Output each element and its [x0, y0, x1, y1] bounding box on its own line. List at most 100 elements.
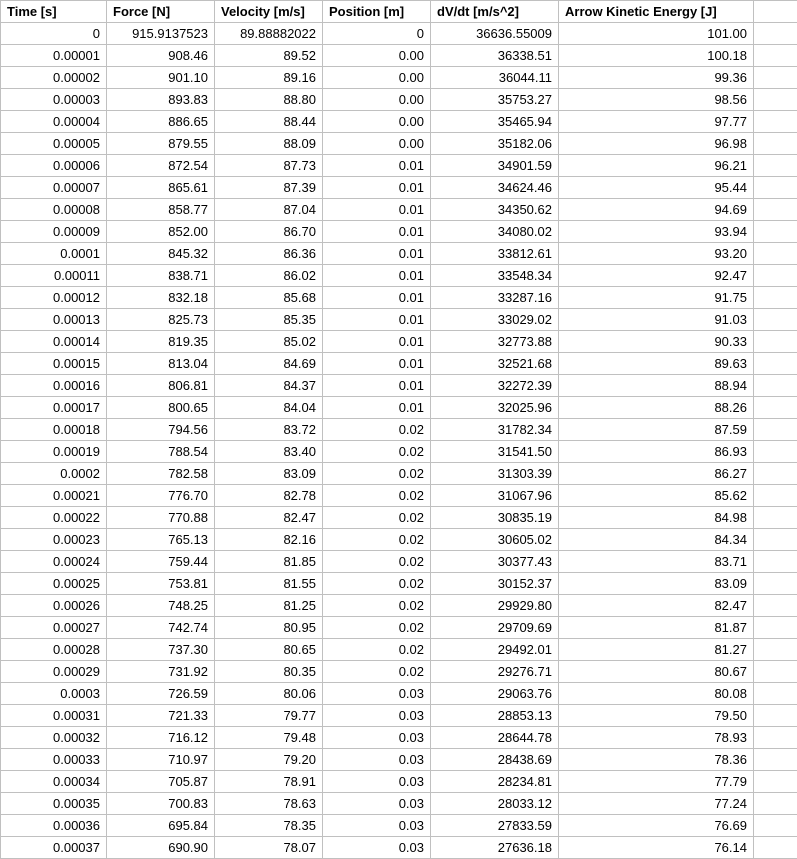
table-row: 0.00005879.5588.090.0035182.0696.98	[1, 133, 797, 155]
table-cell: 96.21	[559, 155, 754, 177]
table-cell: 83.72	[215, 419, 323, 441]
table-cell: 0.02	[323, 551, 431, 573]
table-cell: 0.00037	[1, 837, 107, 859]
table-cell: 78.91	[215, 771, 323, 793]
table-cell: 27833.59	[431, 815, 559, 837]
table-cell: 759.44	[107, 551, 215, 573]
table-cell: 0.02	[323, 529, 431, 551]
table-cell: 88.94	[559, 375, 754, 397]
table-cell-empty	[754, 617, 797, 639]
table-cell: 98.56	[559, 89, 754, 111]
table-cell: 0.01	[323, 243, 431, 265]
table-cell-empty	[754, 67, 797, 89]
table-cell-empty	[754, 23, 797, 45]
table-cell: 0.03	[323, 683, 431, 705]
table-cell: 87.73	[215, 155, 323, 177]
table-cell-empty	[754, 529, 797, 551]
table-cell: 81.27	[559, 639, 754, 661]
table-cell: 29929.80	[431, 595, 559, 617]
table-cell-empty	[754, 573, 797, 595]
table-cell: 85.35	[215, 309, 323, 331]
table-cell: 0.00024	[1, 551, 107, 573]
table-cell-empty	[754, 485, 797, 507]
table-cell: 79.48	[215, 727, 323, 749]
table-row: 0.00022770.8882.470.0230835.1984.98	[1, 507, 797, 529]
table-cell: 845.32	[107, 243, 215, 265]
table-cell: 765.13	[107, 529, 215, 551]
table-cell: 0.00	[323, 89, 431, 111]
table-cell: 30152.37	[431, 573, 559, 595]
col-header-velocity: Velocity [m/s]	[215, 1, 323, 23]
table-cell: 29063.76	[431, 683, 559, 705]
table-cell: 29709.69	[431, 617, 559, 639]
table-cell-empty	[754, 727, 797, 749]
table-row: 0.00021776.7082.780.0231067.9685.62	[1, 485, 797, 507]
table-cell: 32773.88	[431, 331, 559, 353]
table-cell: 86.36	[215, 243, 323, 265]
table-row: 0.00017800.6584.040.0132025.9688.26	[1, 397, 797, 419]
table-cell: 86.27	[559, 463, 754, 485]
table-cell: 36636.55009	[431, 23, 559, 45]
table-cell: 0.00011	[1, 265, 107, 287]
table-cell-empty	[754, 441, 797, 463]
table-cell: 76.69	[559, 815, 754, 837]
table-cell: 0.00033	[1, 749, 107, 771]
table-cell-empty	[754, 793, 797, 815]
table-cell-empty	[754, 89, 797, 111]
table-cell: 88.26	[559, 397, 754, 419]
table-cell: 813.04	[107, 353, 215, 375]
table-cell: 0.01	[323, 221, 431, 243]
table-cell: 76.14	[559, 837, 754, 859]
table-cell: 89.52	[215, 45, 323, 67]
table-cell-empty	[754, 287, 797, 309]
table-cell-empty	[754, 661, 797, 683]
table-cell: 82.16	[215, 529, 323, 551]
table-cell: 858.77	[107, 199, 215, 221]
table-cell: 84.37	[215, 375, 323, 397]
table-cell: 0.00006	[1, 155, 107, 177]
table-cell: 0.03	[323, 771, 431, 793]
table-cell: 29492.01	[431, 639, 559, 661]
table-row: 0.00036695.8478.350.0327833.5976.69	[1, 815, 797, 837]
table-cell: 0.01	[323, 309, 431, 331]
table-cell: 0.00	[323, 45, 431, 67]
table-cell: 28234.81	[431, 771, 559, 793]
table-cell: 908.46	[107, 45, 215, 67]
table-cell: 0.00028	[1, 639, 107, 661]
table-cell: 0.00035	[1, 793, 107, 815]
table-cell: 782.58	[107, 463, 215, 485]
table-cell: 794.56	[107, 419, 215, 441]
table-row: 0.00015813.0484.690.0132521.6889.63	[1, 353, 797, 375]
table-cell: 0.00013	[1, 309, 107, 331]
table-cell: 0.00016	[1, 375, 107, 397]
table-cell: 879.55	[107, 133, 215, 155]
table-cell: 0.00036	[1, 815, 107, 837]
table-row: 0.00035700.8378.630.0328033.1277.24	[1, 793, 797, 815]
table-cell: 705.87	[107, 771, 215, 793]
table-cell: 0.01	[323, 375, 431, 397]
table-cell: 77.79	[559, 771, 754, 793]
table-cell: 92.47	[559, 265, 754, 287]
table-cell: 0.00003	[1, 89, 107, 111]
table-cell-empty	[754, 221, 797, 243]
table-row: 0.00031721.3379.770.0328853.1379.50	[1, 705, 797, 727]
table-cell: 93.20	[559, 243, 754, 265]
table-cell: 30377.43	[431, 551, 559, 573]
table-row: 0.0002782.5883.090.0231303.3986.27	[1, 463, 797, 485]
col-header-kinetic-energy: Arrow Kinetic Energy [J]	[559, 1, 754, 23]
table-row: 0.00019788.5483.400.0231541.5086.93	[1, 441, 797, 463]
table-cell: 30835.19	[431, 507, 559, 529]
table-cell: 81.25	[215, 595, 323, 617]
table-cell: 0.03	[323, 749, 431, 771]
table-cell: 0.00005	[1, 133, 107, 155]
table-cell: 0.02	[323, 441, 431, 463]
table-cell: 89.16	[215, 67, 323, 89]
table-cell: 0.01	[323, 353, 431, 375]
col-header-force: Force [N]	[107, 1, 215, 23]
table-cell: 0.00034	[1, 771, 107, 793]
table-cell: 91.03	[559, 309, 754, 331]
table-cell: 800.65	[107, 397, 215, 419]
table-cell: 901.10	[107, 67, 215, 89]
table-cell: 865.61	[107, 177, 215, 199]
table-cell: 35753.27	[431, 89, 559, 111]
